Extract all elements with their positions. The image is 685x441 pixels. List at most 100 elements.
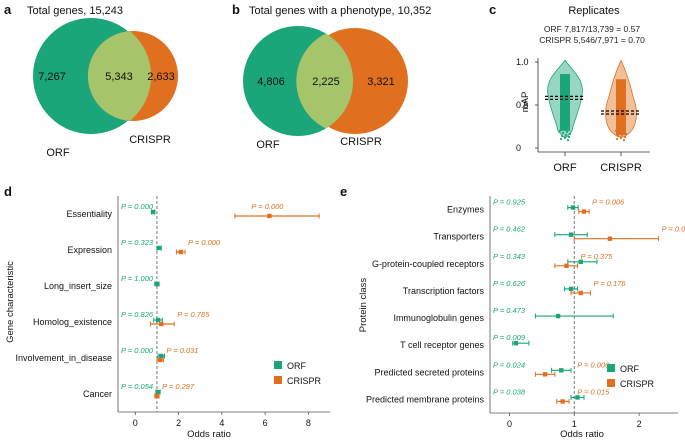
forest-point-crispr [154,393,160,399]
violin-subtitle-crispr: CRISPR 5,546/7,971 = 0.70 [539,35,645,45]
forest-row-label: T cell receptor genes [400,340,484,350]
forest-pvalue-crispr: P = 0.015 [577,387,610,396]
violin-category-label: CRISPR [600,162,642,174]
forest-pvalue-orf: P = 0.925 [493,198,526,207]
forest-x-tick-label: 4 [219,418,224,428]
venn-b-crispr-label: CRISPR [340,136,382,148]
forest-point-orf [150,209,156,215]
forest-point-crispr [564,263,569,269]
violin-y-tick-label: 1.0 [516,57,529,67]
panel-a: a Total genes, 15,243 7,267 5,343 2,633 … [4,2,178,159]
forest-x-tick-label: 6 [263,418,268,428]
violin-outlier [623,135,627,139]
panel-label-b: b [232,2,240,17]
forest-point-orf [568,232,574,237]
panel-label-d: d [4,184,12,199]
forest-row-label: Transporters [433,232,484,242]
forest-pvalue-orf: P = 0.462 [493,225,526,234]
forest-pvalue-orf: P = 0.626 [493,279,526,288]
legend-e-orf-label: ORF [620,364,640,374]
forest-point-orf [559,368,564,373]
panel-label-e: e [340,184,347,199]
venn-b-orf-only: 4,806 [257,76,285,88]
violin-subtitle-orf: ORF 7,817/13,739 = 0.57 [544,24,640,34]
violin-outlier [563,136,567,140]
violin-outlier [564,133,568,137]
forest-pvalue-crispr: P = 0.785 [177,310,210,319]
forest-pvalue-crispr: P = 0.000 [577,360,610,369]
venn-a-crispr-only: 2,633 [147,71,175,83]
forest-point-crispr [178,249,183,255]
violin-marks [545,59,641,142]
violin-outlier [558,129,562,132]
venn-b-overlap [296,33,354,129]
legend-d-orf-swatch [274,361,282,369]
forest-point-orf [154,281,160,287]
forest-pvalue-crispr: P = 0.050 [662,225,685,234]
forest-pvalue-crispr: P = 0.006 [592,198,625,207]
venn-b-orf-label: ORF [256,139,280,151]
violin-outlier [566,138,570,142]
forest-x-tick-label: 0 [133,418,138,428]
violin-title: Replicates [568,5,620,17]
panel-label-a: a [4,2,12,17]
forest-e-x-axis-label: Odds ratio [560,429,604,440]
forest-row-label: Enzymes [447,205,485,215]
forest-d-plot: 0 2 4 6 8 Essentiality P = 0.000 P = 0.000 Expre… [15,196,330,428]
panel-b: b Total genes with a phenotype, 10,352 4… [232,2,431,151]
forest-point-orf [575,395,580,400]
violin-outlier [619,136,623,140]
forest-point-orf [156,245,162,251]
forest-pvalue-orf: P = 0.054 [121,382,153,391]
forest-x-tick-label: 2 [637,419,642,429]
forest-d-y-axis-label: Gene characteristic [5,261,16,343]
forest-point-orf [155,389,161,395]
forest-pvalue-orf: P = 0.323 [121,238,154,247]
forest-point-crispr [542,372,548,377]
forest-point-crispr [267,213,272,219]
violin-outlier [559,137,563,141]
forest-row-label: Predicted secreted proteins [374,367,484,377]
forest-point-orf [570,205,576,210]
forest-pvalue-orf: P = 1.000 [121,274,154,283]
forest-point-orf [513,340,519,346]
violin-outlier [561,131,565,134]
panel-e: e Protein class Odds ratio 0 1 2 Enzymes P =… [340,184,685,440]
forest-x-tick-label: 2 [176,418,181,428]
venn-a-crispr-label: CRISPR [129,134,171,146]
forest-pvalue-crispr: P = 0.375 [581,252,614,261]
venn-b-title: Total genes with a phenotype, 10,352 [249,5,431,17]
forest-row-label: Transcription factors [403,286,485,296]
venn-b-crispr-only: 3,321 [367,76,395,88]
panel-c: c Replicates ORF 7,817/13,739 = 0.57 CRI… [489,2,650,174]
forest-pvalue-crispr: P = 0.176 [593,279,626,288]
forest-pvalue-crispr: P = 0.000 [251,202,284,211]
forest-point-orf [578,259,583,265]
forest-pvalue-orf: P = 0.038 [493,387,526,396]
forest-point-orf [555,313,561,319]
legend-d-orf-label: ORF [287,361,307,371]
violin-y-tick-label: 0 [516,143,521,153]
violin-outlier [615,137,619,141]
forest-x-tick-label: 0 [507,419,512,429]
violin-outlier [565,130,569,133]
violin-outlier [568,132,572,135]
violin-outlier [567,135,571,139]
legend-d-crispr-swatch [274,376,282,384]
violin-y-tick-label: 0.5 [516,100,529,110]
venn-b-overlap-count: 2,225 [312,76,340,88]
venn-a-orf-only: 7,267 [38,71,66,83]
violin-y-axis-label: mAP [520,92,531,113]
forest-point-crispr [159,321,164,327]
forest-d-x-axis-label: Odds ratio [187,429,231,440]
violin-outlier [622,138,626,142]
forest-pvalue-orf: P = 0.473 [493,306,526,315]
violin-outlier [616,134,620,138]
forest-e-legend: ORF CRISPR [607,364,655,389]
legend-d-crispr-label: CRISPR [287,376,322,386]
forest-row-label: Involvement_in_disease [15,353,112,363]
forest-pvalue-orf: P = 0.024 [493,360,525,369]
forest-point-crispr [157,357,163,363]
venn-a-orf-label: ORF [46,147,70,159]
